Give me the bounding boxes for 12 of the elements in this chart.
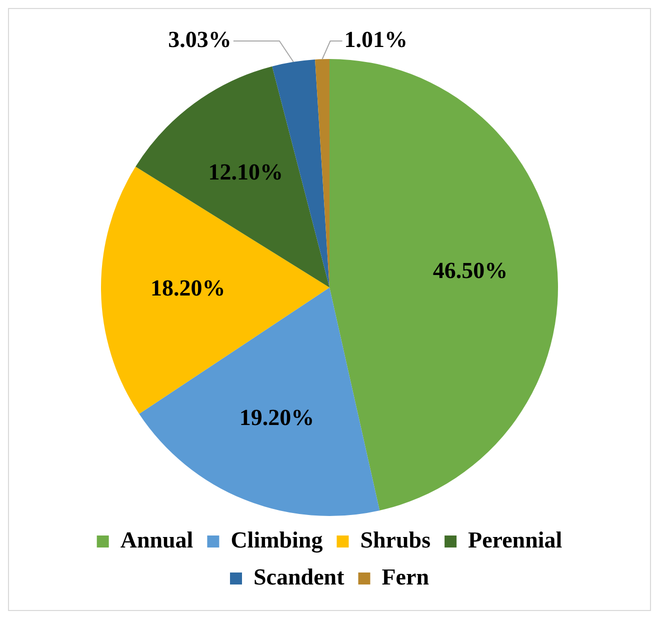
data-label: 3.03% (168, 26, 232, 52)
data-label: 46.50% (432, 258, 508, 283)
legend-label: Climbing (230, 527, 324, 554)
legend-label: Fern (382, 564, 430, 590)
legend-label: Scandent (254, 564, 345, 590)
legend-label: Perennial (468, 527, 562, 552)
data-label: 1.01% (344, 26, 408, 52)
legend-label: Shrubs (360, 527, 431, 552)
legend-label: Annual (120, 527, 194, 552)
data-label: 19.20% (239, 404, 314, 430)
data-label: 18.20% (150, 275, 226, 300)
data-label: 12.10% (208, 159, 283, 184)
